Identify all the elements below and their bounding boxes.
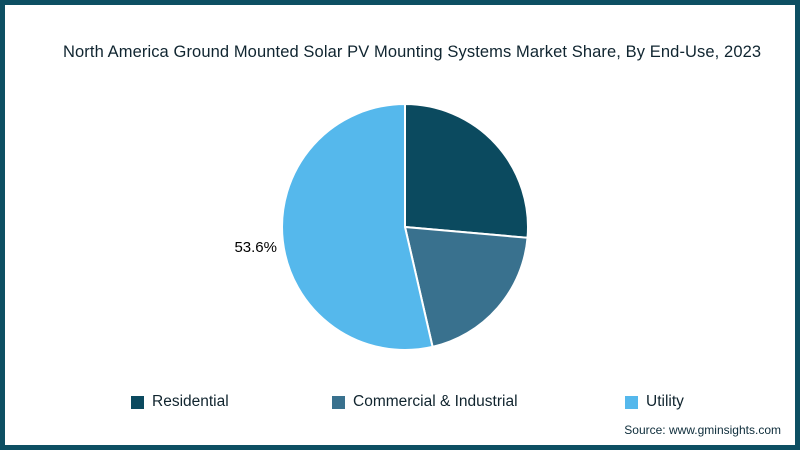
legend-label-residential: Residential (152, 393, 229, 410)
chart-title: North America Ground Mounted Solar PV Mo… (63, 43, 762, 61)
legend-swatch-utility (625, 395, 638, 409)
legend-item-utility: Utility (625, 393, 684, 411)
legend-label-utility: Utility (646, 393, 684, 410)
legend-item-commercial-industrial: Commercial & Industrial (332, 393, 518, 411)
legend-label-commercial-industrial: Commercial & Industrial (353, 393, 518, 410)
utility-slice-data-label: 53.6% (234, 239, 277, 256)
legend-swatch-commercial-industrial (332, 395, 345, 409)
source-text: Source: www.gminsights.com (624, 423, 781, 437)
pie-chart (281, 102, 529, 351)
pie-slice-commercial-industrial (403, 225, 529, 349)
legend-swatch-residential (131, 395, 144, 409)
legend-item-residential: Residential (131, 393, 229, 411)
pie-slice-residential (404, 102, 529, 239)
pie-slice-utility (281, 102, 434, 351)
